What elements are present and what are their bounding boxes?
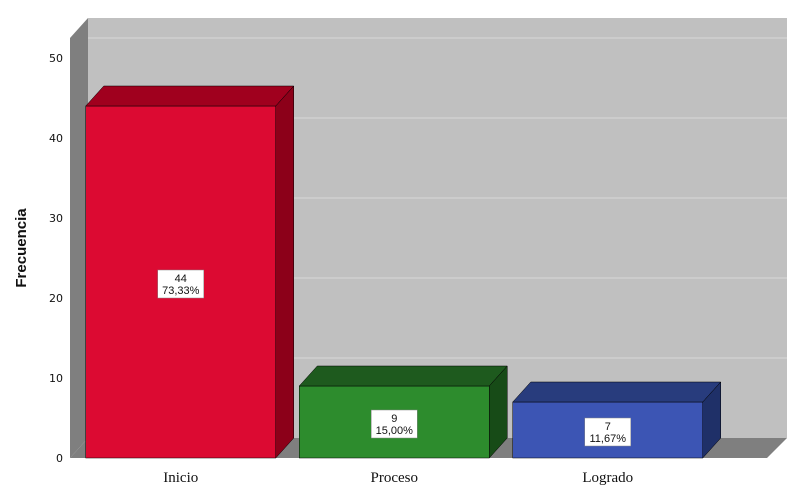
data-label-box — [584, 417, 631, 447]
y-tick-label: 10 — [49, 372, 63, 385]
y-axis-title: Frecuencia — [13, 208, 30, 288]
bar-top — [512, 381, 722, 403]
data-label-box — [157, 269, 204, 299]
y-tick-label: 0 — [56, 452, 63, 465]
data-label: 711,67% — [584, 417, 631, 447]
data-label-percent: 15,00% — [376, 425, 414, 437]
y-tick-label: 40 — [49, 132, 63, 145]
y-tick-label: 20 — [49, 292, 63, 305]
data-label: 915,00% — [371, 409, 418, 439]
x-tick-label: Logrado — [582, 470, 633, 486]
data-label-count: 9 — [391, 413, 397, 425]
y-axis-ticks: 0 10 20 30 40 50 — [49, 52, 63, 465]
bar-logrado: 711,67% — [512, 381, 722, 459]
data-label-count: 44 — [175, 273, 187, 285]
bar-side — [275, 85, 294, 459]
bar-side — [489, 365, 508, 459]
bar-top — [85, 85, 295, 107]
bar-top — [298, 365, 508, 387]
x-tick-label: Proceso — [371, 470, 419, 486]
y-tick-label: 30 — [49, 212, 63, 225]
plot-left-wall — [70, 18, 88, 458]
y-tick-label: 50 — [49, 52, 63, 65]
data-label-percent: 73,33% — [162, 285, 200, 297]
data-label-box — [371, 409, 418, 439]
data-label-percent: 11,67% — [590, 433, 627, 445]
x-axis-labels: Inicio Proceso Logrado — [163, 470, 633, 486]
bar-proceso: 915,00% — [298, 365, 508, 459]
data-label-count: 7 — [605, 421, 611, 433]
bar-side — [702, 381, 721, 459]
x-tick-label: Inicio — [163, 470, 198, 486]
